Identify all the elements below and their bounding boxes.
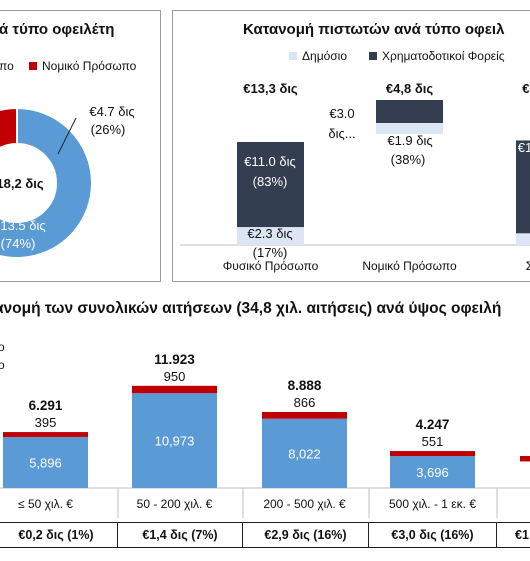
- table-cell-4: €3,0 δις (16%): [368, 522, 497, 548]
- stack-legend-label-public: Δημόσιο: [302, 49, 348, 63]
- bottom-category-1: ≤ 50 χιλ. €: [18, 497, 73, 511]
- bottom-total-2: 11.923: [154, 352, 195, 367]
- stack-label-financial-3: €1: [518, 140, 530, 155]
- donut-center-label: 18,2 δις: [0, 176, 44, 191]
- donut-slice-1: [0, 106, 93, 259]
- bottom-total-4: 4.247: [416, 417, 450, 432]
- stack-bar-financial-3: [516, 140, 530, 234]
- donut-leader-line: [57, 117, 77, 155]
- stack-label-public-1: €2.3 δις: [247, 226, 292, 241]
- stack-category-label-1: Φυσικό Πρόσωπο: [223, 259, 319, 273]
- stack-label-public-1-pct: (17%): [253, 245, 288, 260]
- stack-legend-label-financial: Χρηματοδοτικοί Φορείς: [382, 49, 505, 63]
- bottom-label-blue-3: 8,022: [288, 446, 321, 461]
- legend-swatch-legal: [29, 62, 37, 70]
- legend-swatch-public: [289, 52, 297, 60]
- stack-bar-financial-2: [376, 100, 443, 123]
- bottom-bar-blue-4: [390, 456, 475, 488]
- bottom-bar-blue-1: [3, 437, 88, 488]
- bottom-label-red-2: 950: [164, 369, 186, 384]
- donut-legend-label-natural: πο: [0, 59, 14, 73]
- bottom-label-red-3: 866: [294, 395, 316, 410]
- donut-legend-item-legal: Νομικό Πρόσωπο: [29, 59, 136, 73]
- donut-label-legal-pct: (26%): [91, 122, 126, 137]
- table-cell-1: €0,2 δις (1%): [0, 522, 118, 548]
- table-cell-3: €2,9 δις (16%): [242, 522, 369, 548]
- stack-label-financial-1-pct: (83%): [253, 174, 288, 189]
- bottom-bar-red-2: [132, 385, 217, 394]
- left-fragment-2: ο: [0, 358, 5, 372]
- stack-legend-item-public: Δημόσιο: [289, 49, 347, 63]
- legend-swatch-financial: [369, 52, 377, 60]
- stack-label-public-2-pct: (38%): [391, 152, 426, 167]
- bottom-label-blue-2: 10,973: [155, 434, 195, 449]
- stack-category-label-2: Νομικό Πρόσωπο: [362, 259, 457, 273]
- bottom-bar-blue-2: [132, 393, 217, 488]
- left-fragment-1: ο: [0, 340, 5, 354]
- bottom-bar-red-4: [390, 451, 475, 457]
- bottom-bar-red-1: [3, 432, 88, 438]
- stack-total-label-1: €13,3 δις: [243, 81, 298, 96]
- stack-label-financial-2: €3.0: [329, 106, 354, 121]
- stack-label-financial-1: €11.0 δις: [244, 154, 296, 169]
- stack-legend-item-financial: Χρηματοδοτικοί Φορείς: [369, 49, 505, 63]
- stack-label-financial-2-pct: δις...: [328, 126, 355, 141]
- donut-label-natural-value: 13.5 δις: [0, 218, 45, 233]
- bottom-chart-title: ανομή των συνολικών αιτήσεων (34,8 χιλ. …: [0, 300, 502, 317]
- bottom-bar-blue-3: [262, 418, 347, 488]
- donut-label-natural-pct: (74%): [1, 236, 36, 251]
- stack-bar-financial-1: [237, 142, 304, 228]
- donut-legend-label-legal: Νομικό Πρόσωπο: [42, 59, 137, 73]
- bottom-category-4: 500 χιλ. - 1 εκ. €: [389, 497, 476, 511]
- stack-panel-title: Κατανομή πιστωτών ανά τύπο οφειλ: [243, 21, 505, 38]
- bottom-label-red-4: 551: [422, 434, 444, 449]
- bottom-bar-red-5: [520, 456, 530, 462]
- bottom-bar-red-3: [262, 411, 347, 419]
- stack-category-label-3: Σ: [526, 259, 530, 273]
- bottom-total-1: 6.291: [29, 398, 63, 413]
- stack-total-label-2: €4,8 δις: [386, 81, 433, 96]
- bottom-category-2: 50 - 200 χιλ. €: [137, 497, 213, 511]
- stack-label-public-2: €1.9 δις: [387, 133, 432, 148]
- bottom-label-blue-4: 3,696: [416, 465, 449, 480]
- stack-panel: Κατανομή πιστωτών ανά τύπο οφειλ Δημόσιο…: [172, 10, 530, 282]
- stack-total-label-3: €1: [522, 81, 530, 96]
- donut-legend-item-natural: πο: [0, 59, 14, 73]
- bottom-label-red-1: 395: [35, 415, 57, 430]
- bottom-category-3: 200 - 500 χιλ. €: [263, 497, 346, 511]
- donut-panel-title: ά τύπο οφειλέτη: [0, 21, 115, 38]
- donut-label-legal-value: €4.7 δις: [89, 104, 134, 119]
- stack-bar-public-1: [237, 227, 304, 245]
- bottom-total-3: 8.888: [288, 378, 322, 393]
- table-cell-2: €1,4 δις (7%): [117, 522, 243, 548]
- stack-bar-public-3: [516, 233, 530, 245]
- table-cell-5: €1: [496, 522, 530, 548]
- stack-bar-public-2: [376, 123, 443, 134]
- donut-slice-2: [0, 106, 18, 150]
- bottom-label-blue-1: 5,896: [29, 456, 62, 471]
